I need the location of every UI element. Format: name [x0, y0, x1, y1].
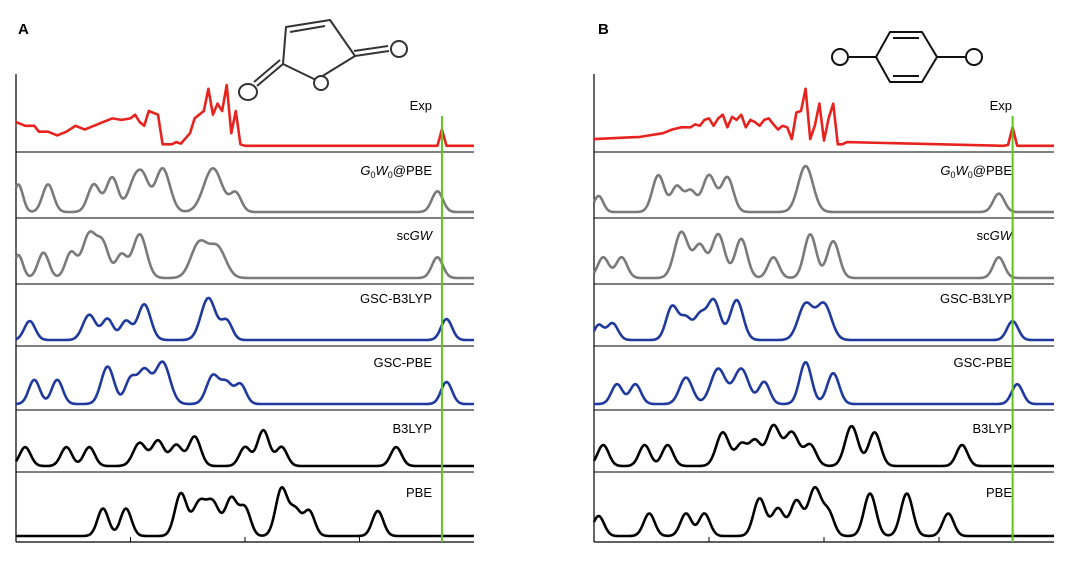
series-label-part: Exp	[410, 98, 432, 113]
series-label-exp: Exp	[410, 98, 432, 113]
panel-b: B ExpG0W0@PBEscGWGSC-B3LYPGSC-PBEB3LYPPB…	[592, 21, 1055, 543]
series-line-exp	[15, 83, 474, 148]
series-label-part: GW	[990, 228, 1014, 243]
series-line-g0w0-pbe	[14, 166, 475, 214]
benzoquinone-structure-icon	[831, 31, 983, 83]
series-label-g0w0-pbe: G0W0@PBE	[360, 163, 432, 180]
panel-label-b: B	[598, 21, 609, 38]
series-label-pbe: PBE	[406, 485, 432, 500]
series-label-part: GSC-B3LYP	[360, 291, 432, 306]
series-line-b3lyp	[14, 428, 475, 468]
series-label-part: 0	[968, 170, 973, 180]
panel-a: A ExpG0W0@PBEscGWGSC-B3LYPGSC-PBEB3LYPPB…	[14, 19, 475, 543]
series-line-scgw	[592, 230, 1055, 280]
series-label-b3lyp: B3LYP	[392, 421, 432, 436]
series-line-scgw	[14, 230, 475, 280]
series-label-part: GW	[410, 228, 434, 243]
series-label-part: @PBE	[973, 163, 1013, 178]
series-line-g0w0-pbe	[592, 164, 1055, 214]
series-label-part: sc	[397, 228, 411, 243]
series-line-gsc-b3lyp	[592, 297, 1055, 342]
series-line-exp	[593, 87, 1054, 148]
series-label-part: 0	[388, 170, 393, 180]
panel-label-a: A	[18, 21, 29, 38]
series-label-part: 0	[370, 170, 375, 180]
series-label-part: GSC-PBE	[953, 355, 1012, 370]
series-line-gsc-b3lyp	[15, 296, 475, 342]
series-label-part: PBE	[986, 485, 1012, 500]
series-label-b3lyp: B3LYP	[972, 421, 1012, 436]
series-label-part: sc	[977, 228, 991, 243]
series-label-part: B3LYP	[972, 421, 1012, 436]
series-label-pbe: PBE	[986, 485, 1012, 500]
series-label-part: 0	[950, 170, 955, 180]
series-label-gsc-pbe: GSC-PBE	[953, 355, 1012, 370]
series-label-gsc-b3lyp: GSC-B3LYP	[360, 291, 432, 306]
series-label-gsc-pbe: GSC-PBE	[373, 355, 432, 370]
series-label-part: W	[955, 163, 969, 178]
series-label-part: G	[360, 163, 370, 178]
series-label-part: B3LYP	[392, 421, 432, 436]
series-label-part: @PBE	[393, 163, 433, 178]
series-line-pbe	[592, 485, 1055, 538]
series-label-part: G	[940, 163, 950, 178]
series-label-part: GSC-PBE	[373, 355, 432, 370]
series-line-gsc-pbe	[593, 361, 1055, 406]
series-line-b3lyp	[592, 423, 1055, 468]
series-label-g0w0-pbe: G0W0@PBE	[940, 163, 1012, 180]
series-label-scgw: scGW	[977, 228, 1014, 243]
series-label-exp: Exp	[990, 98, 1012, 113]
series-label-part: W	[375, 163, 389, 178]
series-line-gsc-pbe	[15, 360, 475, 406]
series-label-scgw: scGW	[397, 228, 434, 243]
series-label-part: PBE	[406, 485, 432, 500]
series-label-gsc-b3lyp: GSC-B3LYP	[940, 291, 1012, 306]
maleic-anhydride-structure-icon	[238, 19, 408, 101]
series-line-pbe	[15, 486, 475, 538]
series-label-part: GSC-B3LYP	[940, 291, 1012, 306]
series-label-part: Exp	[990, 98, 1012, 113]
